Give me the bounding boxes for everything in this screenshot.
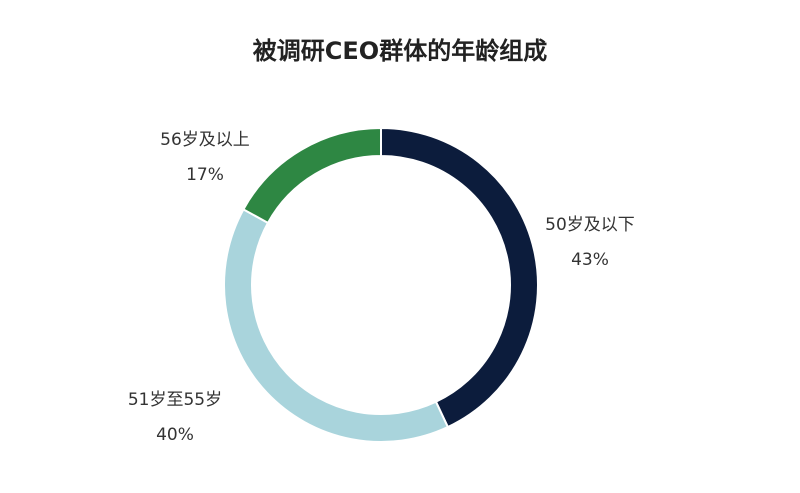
donut-slice xyxy=(380,126,539,429)
chart-title: 被调研CEO群体的年龄组成 xyxy=(253,37,547,65)
donut-slice xyxy=(223,208,450,443)
slice-label: 51岁至55岁 xyxy=(128,390,222,410)
slice-value-label: 17% xyxy=(186,165,224,185)
slice-value-label: 43% xyxy=(571,250,609,270)
slice-value-label: 40% xyxy=(156,425,194,445)
slice-label: 56岁及以上 xyxy=(160,130,250,150)
donut-slice xyxy=(242,126,382,225)
slice-label: 50岁及以下 xyxy=(545,215,635,235)
